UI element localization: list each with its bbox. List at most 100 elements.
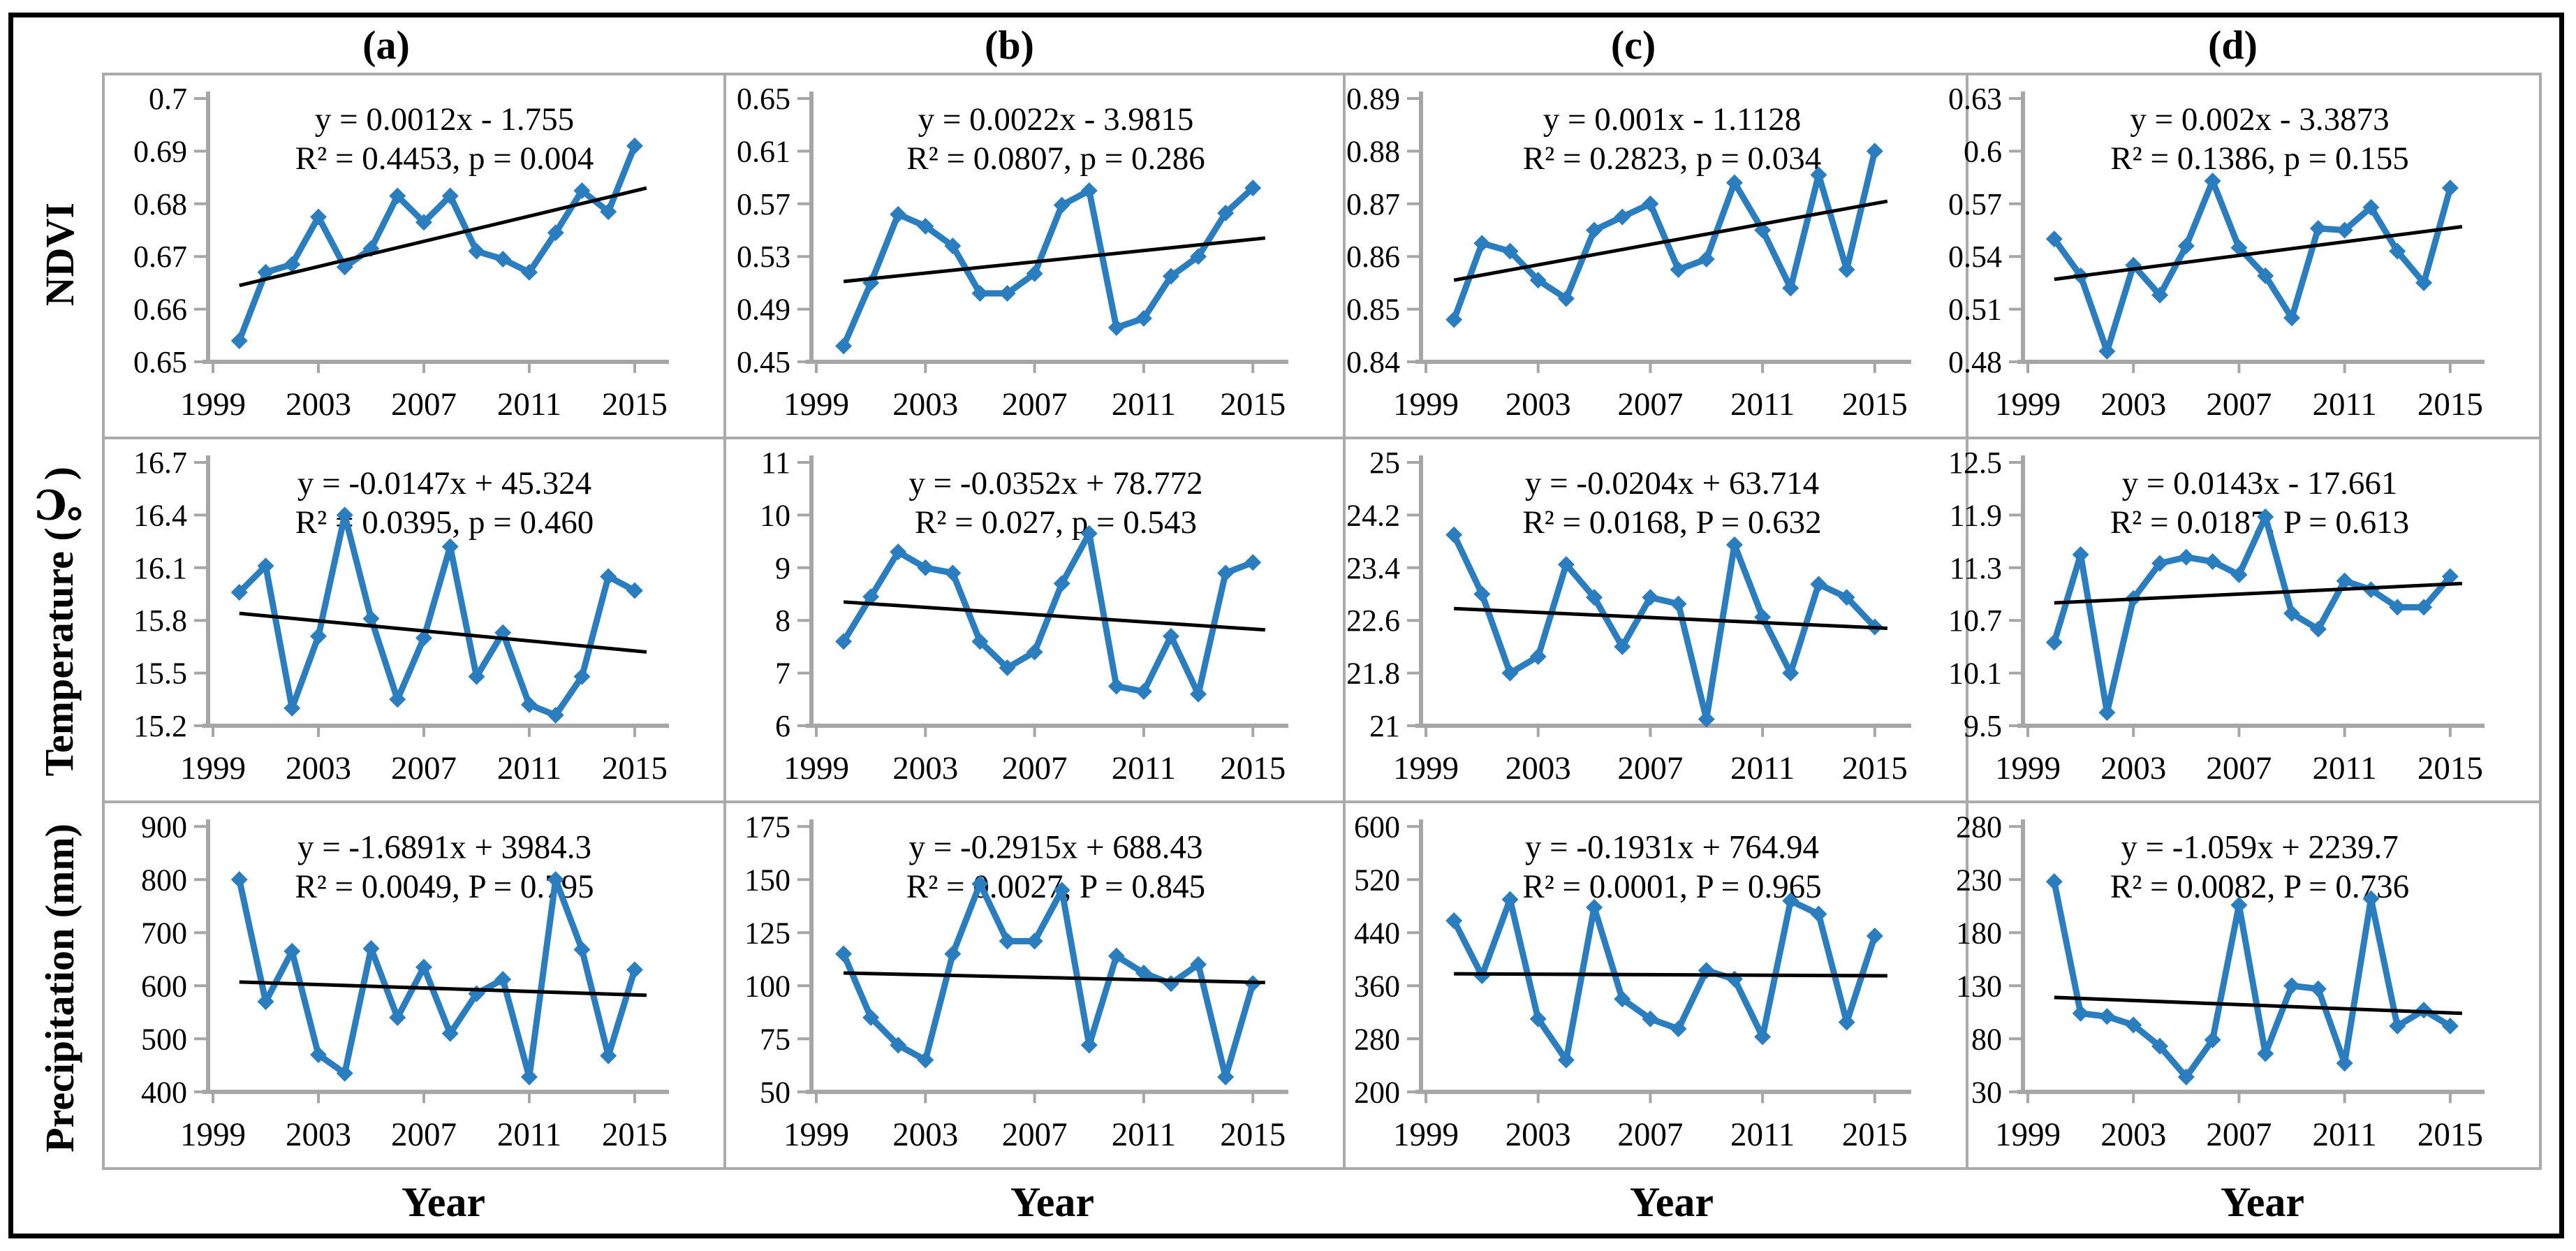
y-tick-label: 800 (141, 863, 187, 897)
data-marker (600, 568, 617, 585)
data-marker (284, 256, 301, 273)
y-tick-label: 7 (775, 657, 790, 691)
data-marker (2415, 274, 2433, 291)
x-tick-label: 1999 (783, 750, 849, 787)
data-marker (573, 941, 591, 958)
data-marker (230, 332, 248, 349)
x-tick-label: 2003 (2100, 1117, 2166, 1153)
data-marker (257, 557, 274, 575)
data-marker (1698, 250, 1715, 268)
data-marker (1107, 678, 1125, 695)
data-marker (600, 1047, 617, 1065)
chart-svg-precip-d: 30 80 130 180 230 280 1999 2003 2007 2011 2015 y = … (1956, 810, 2485, 1153)
x-tick-label: 2011 (2313, 750, 2377, 787)
chart-svg-ndvi-d: 0.48 0.51 0.54 0.57 0.6 0.63 1999 2003 2007 2011 2… (1948, 82, 2485, 423)
y-tick-label: 75 (760, 1022, 790, 1056)
x-tick-label: 2015 (1220, 1117, 1286, 1153)
y-tick-label: 15.8 (133, 603, 187, 638)
data-marker (1445, 912, 1463, 930)
data-marker (2098, 704, 2116, 722)
y-tick-label: 0.65 (737, 82, 790, 116)
x-tick-label: 2007 (391, 1117, 457, 1153)
x-tick-label: 2007 (391, 386, 457, 423)
y-tick-label: 0.86 (1346, 240, 1400, 274)
data-marker (2045, 231, 2063, 248)
chart-svg-temp-c: 21 21.8 22.6 23.4 24.2 25 1999 2003 2007 2011 2015… (1346, 446, 1911, 787)
data-marker (230, 871, 248, 888)
y-tick-label: 0.54 (1948, 240, 2002, 274)
y-tick-label: 280 (1354, 1022, 1400, 1056)
y-tick-label: 280 (1956, 810, 2002, 844)
y-tick-label: 24.2 (1346, 498, 1400, 532)
data-marker (1473, 967, 1491, 985)
data-marker (1642, 195, 1659, 212)
data-line (236, 876, 638, 1081)
y-tick-label: 175 (744, 810, 790, 844)
data-marker (2098, 1008, 2116, 1025)
x-tick-label: 2015 (2417, 1117, 2483, 1153)
x-tick-label: 2003 (892, 386, 958, 423)
x-tick-label: 2007 (2206, 1117, 2272, 1153)
x-axis-title-a: Year (402, 1179, 485, 1225)
equation-label: y = 0.0022x - 3.9815 (918, 101, 1194, 138)
data-marker (2336, 572, 2353, 590)
chart-svg-temp-d: 9.5 10.1 10.7 11.3 11.9 12.5 1999 2003 2007 2011 2… (1948, 446, 2485, 787)
x-axis-title-d: Year (2221, 1179, 2304, 1225)
y-tick-label: 16.1 (133, 551, 187, 585)
data-marker (2257, 267, 2274, 284)
data-marker (999, 932, 1016, 950)
y-tick-label: 0.88 (1346, 134, 1400, 168)
y-tick-label: 700 (141, 916, 187, 950)
x-tick-label: 1999 (1995, 750, 2061, 787)
y-tick-label: 16.4 (133, 498, 187, 532)
x-tick-label: 2015 (1220, 750, 1286, 787)
x-tick-label: 2015 (602, 750, 668, 787)
data-marker (1586, 221, 1603, 239)
x-tick-label: 2007 (391, 750, 457, 787)
y-tick-label: 0.57 (1948, 187, 2002, 221)
data-marker (1445, 311, 1463, 328)
x-axis-title-c: Year (1630, 1179, 1714, 1225)
x-tick-label: 2003 (892, 1117, 958, 1153)
data-marker (2045, 634, 2063, 651)
data-marker (1217, 204, 1235, 221)
data-line (840, 530, 1256, 698)
equation-label: y = -1.6891x + 3984.3 (297, 829, 591, 865)
data-marker (1557, 556, 1575, 573)
y-tick-label: 0.6 (1964, 134, 2002, 168)
data-marker (389, 1009, 406, 1026)
data-marker (1107, 947, 1125, 965)
data-marker (890, 543, 907, 561)
y-tick-label: 900 (141, 810, 187, 844)
data-marker (1838, 589, 1855, 606)
data-marker (1782, 664, 1799, 682)
x-axis-title-b: Year (1010, 1179, 1094, 1225)
chart-svg-precip-a: 400 500 600 700 800 900 1999 2003 2007 2011 2015 y … (141, 810, 669, 1153)
column-header-d: (d) (2208, 22, 2258, 68)
data-marker (1162, 627, 1179, 645)
trend-line (239, 186, 647, 288)
row-label-ndvi: NDVI (23, 73, 96, 437)
data-marker (2336, 1055, 2353, 1072)
x-tick-label: 2015 (1220, 386, 1286, 423)
data-marker (1529, 648, 1547, 666)
data-marker (626, 961, 643, 979)
y-tick-label: 10 (760, 498, 790, 532)
y-tick-label: 11.3 (1950, 551, 2002, 585)
data-marker (1217, 1068, 1235, 1085)
x-tick-label: 2003 (286, 750, 351, 787)
data-marker (284, 699, 301, 717)
data-marker (468, 242, 485, 260)
x-tick-label: 1999 (1393, 750, 1459, 787)
data-marker (1026, 643, 1043, 661)
data-marker (1782, 279, 1799, 297)
y-tick-label: 230 (1956, 863, 2002, 897)
equation-label: y = -0.1931x + 764.94 (1525, 829, 1819, 865)
data-marker (1053, 196, 1070, 214)
x-tick-label: 2007 (1617, 1117, 1683, 1153)
data-marker (971, 875, 989, 893)
y-tick-label: 11.9 (1950, 498, 2002, 532)
data-marker (1190, 248, 1207, 265)
data-marker (1026, 265, 1043, 282)
y-tick-label: 0.57 (737, 187, 790, 221)
